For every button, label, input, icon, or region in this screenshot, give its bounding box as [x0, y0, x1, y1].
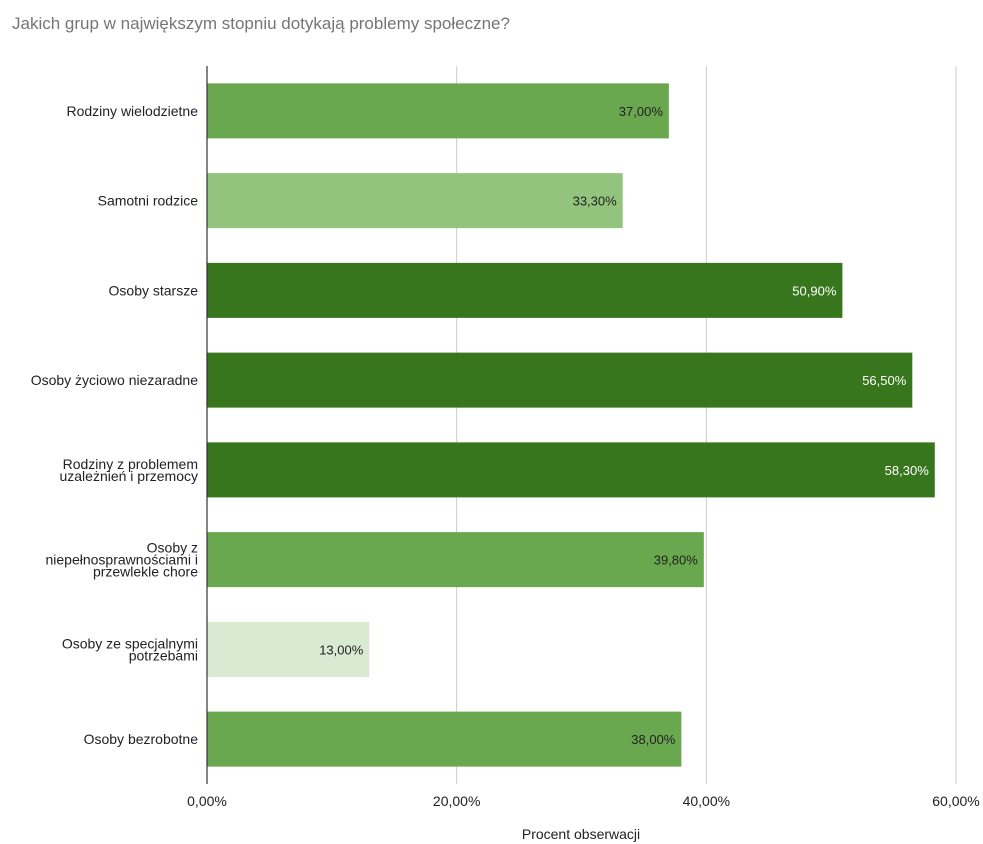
category-label: Rodziny wielodzietne	[66, 103, 198, 119]
category-label-line: Osoby ze specjalnymi	[62, 635, 198, 651]
category-label: Osoby życiowo niezaradne	[31, 372, 199, 388]
x-tick-label: 20,00%	[433, 793, 480, 809]
bar	[207, 621, 370, 677]
category-label-line: Osoby starsze	[109, 282, 199, 298]
data-label: 33,30%	[573, 194, 618, 209]
bar	[207, 711, 682, 767]
bar	[207, 173, 623, 229]
x-tick-label: 0,00%	[187, 793, 227, 809]
category-label: Samotni rodzice	[98, 193, 199, 209]
category-label-line: Rodziny wielodzietne	[66, 103, 198, 119]
x-tick-label: 60,00%	[932, 793, 979, 809]
x-tick-label: 40,00%	[683, 793, 730, 809]
category-label-line: Osoby życiowo niezaradne	[31, 372, 199, 388]
category-label-line: Samotni rodzice	[98, 193, 199, 209]
bar	[207, 83, 669, 139]
category-label-line: Rodziny z problemem	[63, 456, 198, 472]
x-axis-title: Procent obserwacji	[522, 826, 640, 842]
category-label: Osoby bezrobotne	[84, 731, 199, 747]
category-label-line: Osoby bezrobotne	[84, 731, 199, 747]
data-label: 39,80%	[654, 553, 699, 568]
bar	[207, 532, 704, 588]
category-label-line: niepełnosprawnościami i	[45, 552, 198, 568]
category-label-line: przewlekle chore	[93, 564, 198, 580]
data-label: 38,00%	[631, 732, 676, 747]
category-label: Rodziny z problemem uzależnień i przemocy	[59, 456, 198, 484]
data-label: 58,30%	[885, 463, 930, 478]
data-label: 13,00%	[319, 642, 364, 657]
category-label-line: potrzebami	[129, 647, 198, 663]
axes: 0,00% 20,00% 40,00% 60,00% Rodziny wielodzie…	[31, 66, 980, 809]
category-label: Osoby ze specjalnymi potrzebami	[62, 635, 198, 663]
category-label-line: uzależnień i przemocy	[59, 468, 198, 484]
bar	[207, 262, 843, 318]
category-label: Osoby z niepełnosprawnościami i przewlekle…	[45, 540, 198, 580]
bar	[207, 352, 913, 408]
bar	[207, 442, 935, 498]
chart-title: Jakich grup w największym stopniu dotyka…	[12, 14, 510, 33]
data-label: 37,00%	[619, 104, 664, 119]
category-label: Osoby starsze	[109, 282, 199, 298]
category-label-line: Osoby z	[147, 540, 198, 556]
data-label: 56,50%	[862, 373, 907, 388]
bars: 37,00% 33,30% 50,90% 56,50% 58,30% 39,80% 13,0…	[207, 83, 935, 767]
data-label: 50,90%	[792, 283, 837, 298]
